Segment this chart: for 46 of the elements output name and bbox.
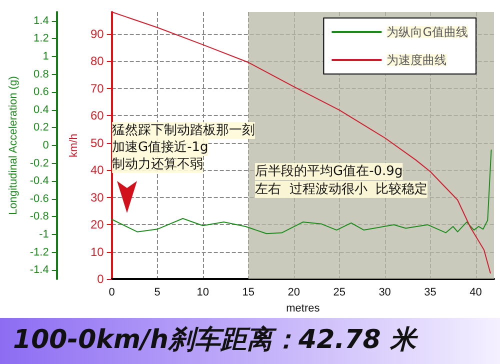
y-tick-label: 0	[97, 272, 104, 286]
y2-tick-label: -1.2	[30, 246, 49, 258]
x-axis-title: metres	[286, 302, 320, 314]
annotation: 猛然踩下制动踏板那一刻	[112, 123, 255, 138]
text: 100-0km/h刹车距离：42.78 米	[13, 325, 419, 355]
x-tick-label: 5	[154, 286, 160, 298]
x-tick-label: 30	[378, 286, 391, 298]
y2-tick-label: 0.6	[34, 86, 49, 98]
y-tick-label: 90	[90, 26, 104, 41]
x-tick-label: 15	[242, 286, 254, 298]
y2-tick-label: 1	[42, 50, 49, 62]
y-tick-label: 70	[90, 81, 104, 96]
y-axis-title: km/h	[68, 134, 80, 158]
annotation: 加速G值接近-1g	[112, 140, 208, 155]
y-tick-label: 30	[90, 190, 104, 204]
line-series	[111, 12, 491, 274]
y2-tick-label: -0.4	[30, 175, 49, 188]
legend-label: 为纵向G值曲线	[386, 25, 468, 39]
annotation: 后半段的平均G值在-0.9g	[255, 164, 403, 179]
annotation: 制动力还算不弱	[112, 157, 203, 172]
y2-tick-label: 0.8	[34, 68, 49, 80]
y-tick-label: 50	[90, 136, 104, 150]
y2-tick-label: 0.2	[34, 122, 49, 134]
y-tick-label: 10	[90, 244, 104, 259]
x-tick-label: 40	[470, 286, 482, 298]
y2-tick-label: -0.8	[30, 210, 49, 223]
y2-tick-label: -0.2	[30, 157, 49, 170]
annotation: 左右 过程波动很小 比较稳定	[255, 182, 428, 197]
y-tick-label: 20	[90, 218, 104, 232]
x-tick-label: 0	[108, 286, 115, 298]
y2-axis-title: Longitudinal Acceleration (g)	[8, 76, 20, 215]
y2-tick-label: 0	[42, 140, 49, 152]
y2-tick-label: 0.4	[34, 104, 49, 116]
x-tick-label: 20	[288, 286, 300, 298]
y2-tick-label: 1.2	[34, 32, 49, 45]
y-tick-label: 60	[90, 108, 104, 123]
y2-tick-label: -1.4	[30, 264, 49, 276]
y2-tick-label: 1.4	[34, 14, 49, 27]
x-tick-label: 10	[196, 286, 209, 298]
y2-tick-label: -1	[39, 228, 49, 240]
y2-tick-label: -0.6	[30, 192, 49, 205]
x-tick-label: 25	[333, 286, 346, 298]
y-tick-label: 80	[90, 54, 104, 68]
legend-label: 为速度曲线	[386, 53, 447, 67]
x-tick-label: 35	[424, 286, 436, 298]
y-tick-label: 40	[90, 163, 104, 178]
